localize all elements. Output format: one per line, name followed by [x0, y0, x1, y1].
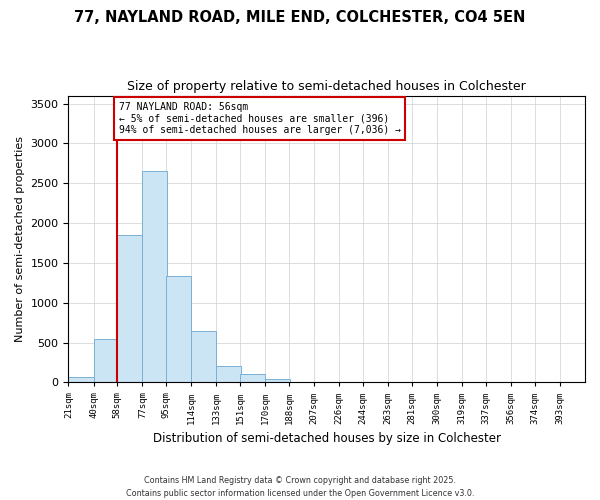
Bar [142, 171, 167, 382]
Bar [166, 276, 191, 382]
Bar [68, 377, 94, 382]
Y-axis label: Number of semi-detached properties: Number of semi-detached properties [15, 136, 25, 342]
Bar [265, 379, 290, 382]
Text: 77 NAYLAND ROAD: 56sqm
← 5% of semi-detached houses are smaller (396)
94% of sem: 77 NAYLAND ROAD: 56sqm ← 5% of semi-deta… [119, 102, 401, 135]
Bar [94, 340, 119, 382]
X-axis label: Distribution of semi-detached houses by size in Colchester: Distribution of semi-detached houses by … [153, 432, 501, 445]
Text: Contains HM Land Registry data © Crown copyright and database right 2025.
Contai: Contains HM Land Registry data © Crown c… [126, 476, 474, 498]
Text: 77, NAYLAND ROAD, MILE END, COLCHESTER, CO4 5EN: 77, NAYLAND ROAD, MILE END, COLCHESTER, … [74, 10, 526, 25]
Bar [191, 330, 217, 382]
Bar [240, 374, 265, 382]
Bar [117, 235, 142, 382]
Title: Size of property relative to semi-detached houses in Colchester: Size of property relative to semi-detach… [127, 80, 526, 93]
Bar [217, 366, 241, 382]
